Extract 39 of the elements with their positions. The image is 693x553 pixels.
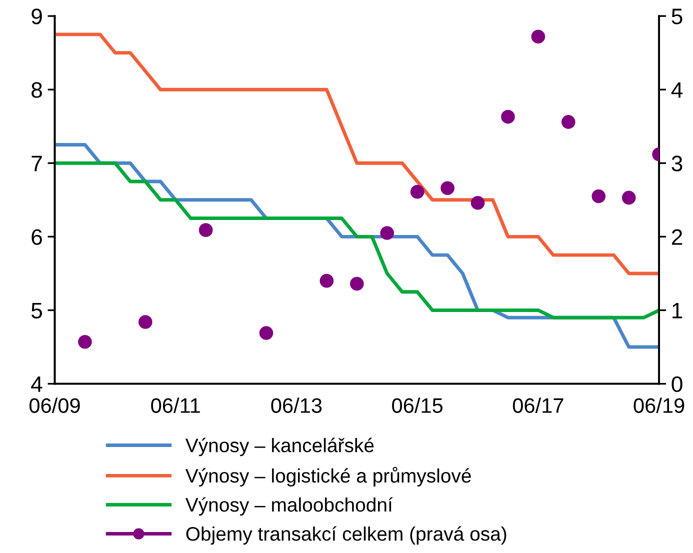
y2-tick-label: 3 bbox=[672, 156, 682, 172]
point bbox=[320, 274, 334, 288]
y-tick-label: 7 bbox=[32, 156, 42, 172]
point bbox=[198, 223, 213, 237]
point bbox=[350, 276, 364, 291]
y2-tick-label: 4 bbox=[671, 82, 683, 98]
x-tick-label: 06/09 bbox=[29, 398, 80, 413]
legend-label: Výnosy – logistické a průmyslové bbox=[185, 466, 471, 487]
point bbox=[380, 226, 394, 240]
point bbox=[501, 110, 515, 124]
y2-tick-label: 2 bbox=[672, 229, 682, 245]
point bbox=[410, 184, 424, 199]
point bbox=[470, 196, 485, 210]
line-series bbox=[54, 32, 660, 276]
line-series bbox=[54, 161, 660, 320]
y2-tick-label: 0 bbox=[672, 376, 682, 392]
y-tick-label: 9 bbox=[32, 8, 42, 24]
x-tick-label: 06/11 bbox=[151, 398, 200, 413]
y2-tick-label: 5 bbox=[672, 8, 682, 24]
point bbox=[78, 334, 92, 349]
legend-label: Objemy transakcí celkem (pravá osa) bbox=[186, 526, 506, 545]
point bbox=[138, 315, 152, 329]
point bbox=[259, 326, 274, 340]
x-tick-label: 06/15 bbox=[392, 398, 443, 413]
y-tick-label: 8 bbox=[32, 82, 42, 98]
y-tick-label: 5 bbox=[31, 302, 42, 319]
point bbox=[440, 181, 454, 196]
legend-label: Výnosy – kancelářské bbox=[185, 438, 374, 456]
y-tick-label: 4 bbox=[31, 376, 42, 392]
y2-tick-label: 1 bbox=[672, 302, 682, 318]
x-tick-label: 06/19 bbox=[634, 398, 684, 413]
x-tick-label: 06/13 bbox=[271, 398, 322, 413]
legend-label: Výnosy – maloobchodní bbox=[185, 497, 393, 516]
point bbox=[622, 190, 636, 205]
point bbox=[592, 189, 606, 204]
x-tick-label: 06/17 bbox=[512, 398, 564, 413]
y-tick-label: 6 bbox=[32, 229, 42, 245]
point bbox=[531, 30, 546, 44]
point bbox=[561, 115, 576, 129]
